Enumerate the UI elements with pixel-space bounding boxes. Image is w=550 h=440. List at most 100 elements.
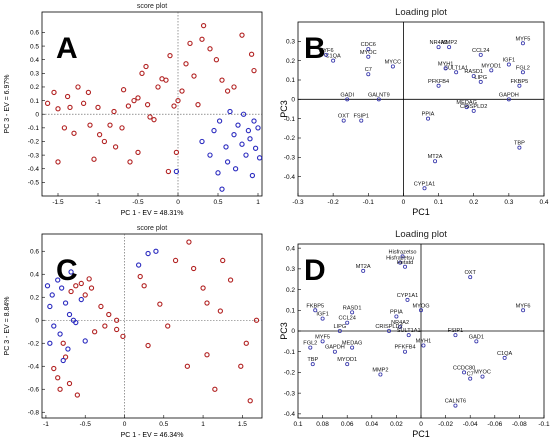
gene-label: SULT1A1 xyxy=(444,65,468,71)
data-point-red xyxy=(199,36,205,42)
y-tick-label: -0.3 xyxy=(284,155,296,162)
loading-point xyxy=(366,47,371,52)
data-point-red xyxy=(73,283,79,289)
data-point-red xyxy=(55,106,61,112)
data-point-red xyxy=(145,342,151,349)
x-tick-label: -0.08 xyxy=(512,421,527,428)
x-tick-label: -0.2 xyxy=(328,199,340,206)
x-tick-label: 0 xyxy=(402,199,406,206)
gene-label: MYF6 xyxy=(319,48,334,54)
loading-point xyxy=(471,108,476,113)
y-tick-label: 0.3 xyxy=(30,71,39,78)
gene-label: Hisfrazetso xyxy=(389,249,417,255)
x-axis-label: PC 1 - EV = 46.34% xyxy=(121,432,184,439)
data-point-blue xyxy=(215,170,221,176)
gene-label: MYOC xyxy=(360,50,377,56)
data-point-red xyxy=(113,326,120,333)
gene-label: IGF1 xyxy=(503,58,515,64)
gene-label: CALNT6 xyxy=(445,399,466,405)
x-tick-label: -0.5 xyxy=(132,199,144,206)
plot-area xyxy=(297,21,545,197)
loading-point xyxy=(436,83,441,88)
data-point-blue xyxy=(249,172,256,179)
data-point-blue xyxy=(62,300,69,306)
x-tick-label: 0.1 xyxy=(293,421,302,428)
data-point-blue xyxy=(251,118,257,124)
x-tick-label: -0.5 xyxy=(80,421,92,428)
x-tick-label: -0.02 xyxy=(438,421,453,428)
chart-title: Loading plot xyxy=(395,7,447,18)
panel-label: A xyxy=(56,32,78,65)
gene-label: GAPDH xyxy=(325,345,345,351)
loading-point xyxy=(421,343,426,348)
data-point-red xyxy=(135,95,141,101)
loading-point xyxy=(453,333,458,338)
gene-label: CCL24 xyxy=(472,48,489,54)
data-point-blue xyxy=(211,127,217,134)
chart-svg-b: -0.3 -0.2 -0.1 0 0.1 0.2 0.3 0.4 -0.4 -0.3 -0.2 -0.… xyxy=(279,7,549,217)
data-point-blue xyxy=(82,338,88,344)
data-point-red xyxy=(239,32,245,38)
loading-point xyxy=(403,349,408,354)
panel-label: D xyxy=(304,254,326,287)
data-point-red xyxy=(248,51,255,57)
plot-area xyxy=(41,233,263,419)
y-tick-label: 0.2 xyxy=(286,58,295,65)
gene-label: MYH1 xyxy=(416,339,432,345)
gene-label: CRISPLD2 xyxy=(460,104,487,110)
data-point-blue xyxy=(223,144,229,150)
loading-point xyxy=(345,97,350,102)
y-tick-label: 0.6 xyxy=(30,248,39,255)
gene-label: CYP1A1 xyxy=(397,293,418,299)
loading-point xyxy=(308,345,313,350)
gene-label: GADI xyxy=(340,92,354,98)
data-point-blue xyxy=(216,118,223,124)
y-tick-label: 0 xyxy=(35,111,39,118)
data-point-red xyxy=(251,67,257,74)
gene-label: PPIA xyxy=(390,310,403,316)
chart-title: Loading plot xyxy=(395,229,447,240)
data-point-blue xyxy=(78,296,84,303)
data-point-blue xyxy=(252,145,259,151)
loading-point xyxy=(320,316,325,321)
chart-svg-d: 0.1 0.08 0.06 0.04 0.02 0 -0.02 -0.04 -0.06 -0.08… xyxy=(279,229,550,439)
data-point-red xyxy=(74,392,81,398)
data-point-blue xyxy=(58,285,65,291)
gene-label: MEDAG xyxy=(342,341,363,347)
gene-label: MT2A xyxy=(428,154,443,160)
panel-label: B xyxy=(304,32,326,65)
data-point-red xyxy=(227,277,234,283)
y-tick-label: 0.2 xyxy=(286,287,295,294)
gene-label: RASD1 xyxy=(464,69,483,75)
gene-label: MYF5 xyxy=(515,36,530,42)
data-point-blue xyxy=(135,262,142,268)
data-point-red xyxy=(86,276,92,282)
data-point-blue xyxy=(55,277,61,283)
data-point-red xyxy=(184,363,191,369)
loading-point xyxy=(478,52,483,57)
loading-point xyxy=(376,97,381,102)
loading-point xyxy=(422,186,427,191)
loading-point xyxy=(366,54,371,59)
data-point-red xyxy=(113,317,120,323)
data-point-blue xyxy=(44,283,51,289)
loading-point xyxy=(453,403,458,408)
loading-point xyxy=(520,70,525,75)
data-point-red xyxy=(71,130,77,136)
chart-title: score plot xyxy=(137,225,167,232)
loading-point xyxy=(310,362,315,367)
data-point-red xyxy=(207,46,213,52)
gene-label: FKBP5 xyxy=(306,303,324,309)
y-tick-label: 0.6 xyxy=(30,30,39,37)
gene-label: C7 xyxy=(365,67,372,73)
y-tick-label: -0.1 xyxy=(284,349,296,356)
data-point-blue xyxy=(247,136,253,142)
data-point-red xyxy=(119,125,125,131)
data-point-red xyxy=(147,114,153,120)
data-point-red xyxy=(186,239,192,245)
data-point-red xyxy=(66,380,73,387)
loading-point xyxy=(443,66,448,71)
loading-point xyxy=(418,308,423,313)
data-point-red xyxy=(91,329,98,335)
loading-point xyxy=(502,355,507,360)
